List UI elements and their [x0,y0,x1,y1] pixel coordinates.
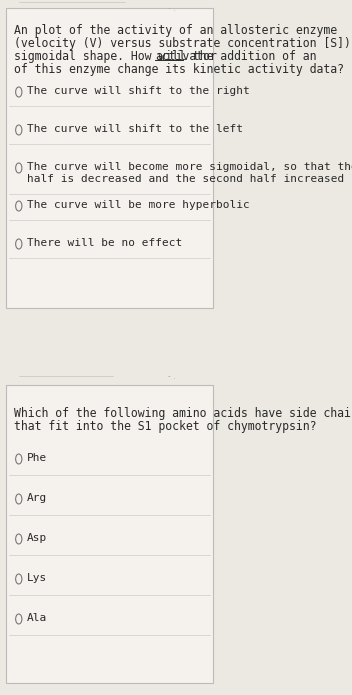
Text: Arg: Arg [27,493,47,503]
Text: The curve will shift to the right: The curve will shift to the right [27,86,250,96]
Text: Lys: Lys [27,573,47,583]
Text: The curve will be more hyperbolic: The curve will be more hyperbolic [27,200,250,210]
Text: half is decreased and the second half increased: half is decreased and the second half in… [27,174,344,184]
Text: - .: - . [168,372,175,381]
Text: An plot of the activity of an allosteric enzyme: An plot of the activity of an allosteric… [14,24,337,37]
Text: There will be no effect: There will be no effect [27,238,182,248]
Text: of this enzyme change its kinetic activity data?: of this enzyme change its kinetic activi… [14,63,344,76]
Text: (velocity (V) versus substrate concentration [S]) has a: (velocity (V) versus substrate concentra… [14,37,352,50]
Text: sigmoidal shape. How will the addition of an: sigmoidal shape. How will the addition o… [14,50,323,63]
Text: activator: activator [155,50,217,63]
Text: Phe: Phe [27,453,47,463]
Text: The curve will shift to the left: The curve will shift to the left [27,124,243,134]
Text: that fit into the S1 pocket of chymotrypsin?: that fit into the S1 pocket of chymotryp… [14,420,316,433]
Text: Which of the following amino acids have side chains: Which of the following amino acids have … [14,407,352,420]
Text: Asp: Asp [27,533,47,543]
Text: Ala: Ala [27,613,47,623]
FancyBboxPatch shape [6,385,213,683]
FancyBboxPatch shape [6,8,213,308]
Text: - .: - . [168,4,175,13]
Text: The curve will become more sigmoidal, so that the first: The curve will become more sigmoidal, so… [27,162,352,172]
